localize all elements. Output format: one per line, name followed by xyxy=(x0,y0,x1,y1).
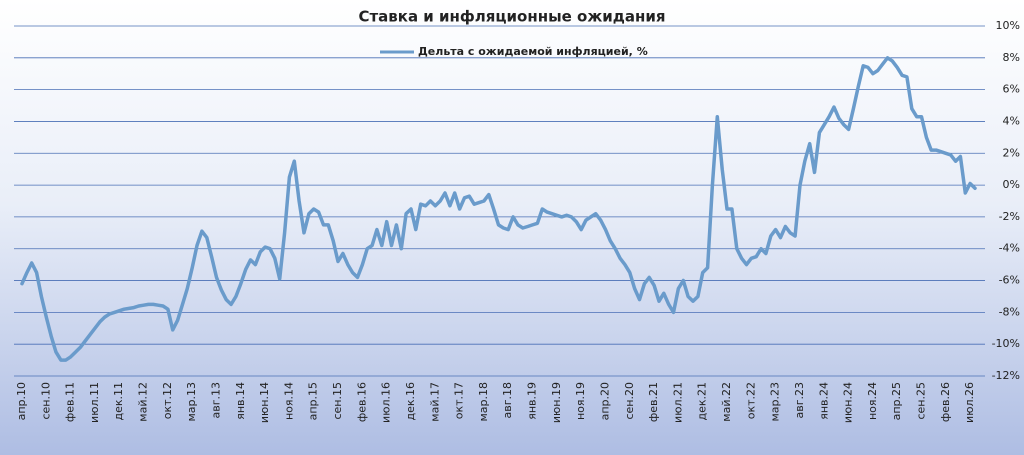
x-tick-label: ноя.24 xyxy=(866,382,879,420)
y-tick-label: 0% xyxy=(1003,178,1020,191)
x-tick-label: июл.16 xyxy=(380,382,393,423)
chart-title: Ставка и инфляционные ожидания xyxy=(358,8,665,26)
x-tick-label: окт.12 xyxy=(161,382,174,419)
x-tick-label: мар.13 xyxy=(185,382,198,422)
x-tick-label: окт.22 xyxy=(744,382,757,419)
x-tick-label: фев.11 xyxy=(64,382,77,422)
y-tick-label: 6% xyxy=(1003,83,1020,96)
x-tick-label: июл.21 xyxy=(671,382,684,423)
x-tick-label: июл.11 xyxy=(88,382,101,423)
y-tick-label: 2% xyxy=(1003,146,1020,159)
x-tick-label: янв.24 xyxy=(817,382,830,420)
x-tick-label: сен.10 xyxy=(39,382,52,420)
x-tick-label: авг.23 xyxy=(793,382,806,419)
x-tick-label: ноя.14 xyxy=(282,382,295,420)
x-tick-label: июн.24 xyxy=(842,382,855,423)
x-tick-label: мар.18 xyxy=(477,382,490,422)
x-tick-label: ноя.19 xyxy=(574,382,587,420)
x-tick-label: май.17 xyxy=(428,382,441,422)
y-tick-label: -2% xyxy=(999,210,1020,223)
y-tick-label: -4% xyxy=(999,242,1020,255)
y-tick-label: -8% xyxy=(999,305,1020,318)
x-tick-label: фев.21 xyxy=(647,382,660,422)
x-tick-label: фев.26 xyxy=(939,382,952,422)
x-tick-label: апр.10 xyxy=(15,382,28,420)
x-tick-label: дек.21 xyxy=(696,382,709,421)
y-tick-label: -12% xyxy=(992,369,1020,382)
x-tick-label: сен.25 xyxy=(915,382,928,420)
x-tick-label: апр.25 xyxy=(890,382,903,420)
x-tick-label: янв.19 xyxy=(526,382,539,420)
y-tick-label: 8% xyxy=(1003,51,1020,64)
x-tick-label: дек.11 xyxy=(112,382,125,421)
x-tick-label: сен.20 xyxy=(623,382,636,420)
y-tick-label: 4% xyxy=(1003,114,1020,127)
x-tick-label: май.12 xyxy=(137,382,150,422)
x-tick-label: апр.20 xyxy=(598,382,611,420)
y-tick-label: -10% xyxy=(992,337,1020,350)
x-tick-label: авг.18 xyxy=(501,382,514,419)
x-tick-label: мар.23 xyxy=(769,382,782,422)
x-tick-label: июн.14 xyxy=(258,382,271,423)
x-tick-label: июл.26 xyxy=(963,382,976,423)
x-tick-label: авг.13 xyxy=(209,382,222,419)
y-tick-label: -6% xyxy=(999,274,1020,287)
y-tick-label: 10% xyxy=(996,19,1020,32)
x-tick-label: апр.15 xyxy=(307,382,320,420)
series-line xyxy=(20,56,977,362)
x-tick-label: сен.15 xyxy=(331,382,344,420)
x-tick-label: янв.14 xyxy=(234,382,247,420)
x-tick-label: июн.19 xyxy=(550,382,563,423)
x-tick-label: окт.17 xyxy=(453,382,466,419)
x-tick-label: дек.16 xyxy=(404,382,417,421)
legend-label: Дельта с ожидаемой инфляцией, % xyxy=(418,45,648,58)
x-tick-label: фев.16 xyxy=(355,382,368,422)
x-tick-label: май.22 xyxy=(720,382,733,422)
